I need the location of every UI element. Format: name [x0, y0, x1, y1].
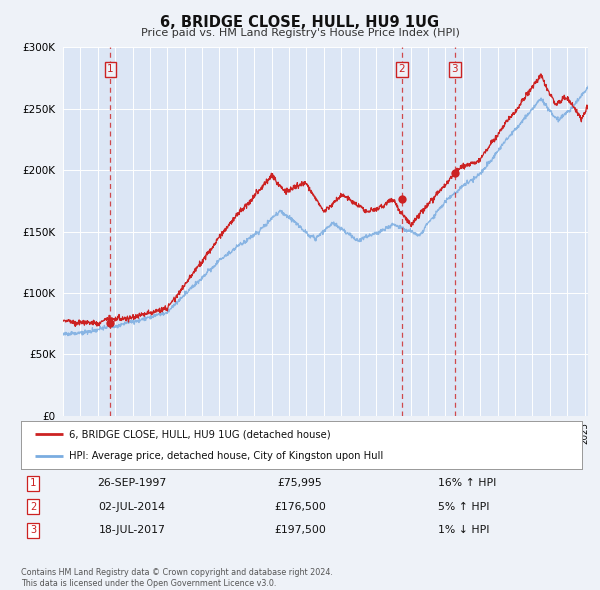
Text: 5% ↑ HPI: 5% ↑ HPI — [438, 502, 490, 512]
Text: 16% ↑ HPI: 16% ↑ HPI — [438, 478, 496, 488]
Text: 1: 1 — [107, 64, 114, 74]
Text: 1% ↓ HPI: 1% ↓ HPI — [438, 526, 490, 535]
Text: 02-JUL-2014: 02-JUL-2014 — [98, 502, 166, 512]
Text: 6, BRIDGE CLOSE, HULL, HU9 1UG: 6, BRIDGE CLOSE, HULL, HU9 1UG — [160, 15, 440, 30]
Text: 2: 2 — [30, 502, 36, 512]
Text: 18-JUL-2017: 18-JUL-2017 — [98, 526, 166, 535]
Text: £75,995: £75,995 — [278, 478, 322, 488]
Text: 1: 1 — [30, 478, 36, 488]
Text: Price paid vs. HM Land Registry's House Price Index (HPI): Price paid vs. HM Land Registry's House … — [140, 28, 460, 38]
Text: 2: 2 — [398, 64, 406, 74]
Text: This data is licensed under the Open Government Licence v3.0.: This data is licensed under the Open Gov… — [21, 579, 277, 588]
Text: HPI: Average price, detached house, City of Kingston upon Hull: HPI: Average price, detached house, City… — [68, 451, 383, 461]
Text: 26-SEP-1997: 26-SEP-1997 — [97, 478, 167, 488]
Text: 3: 3 — [30, 526, 36, 535]
Text: £197,500: £197,500 — [274, 526, 326, 535]
Text: 6, BRIDGE CLOSE, HULL, HU9 1UG (detached house): 6, BRIDGE CLOSE, HULL, HU9 1UG (detached… — [68, 429, 331, 439]
Text: Contains HM Land Registry data © Crown copyright and database right 2024.: Contains HM Land Registry data © Crown c… — [21, 568, 333, 576]
Text: 3: 3 — [452, 64, 458, 74]
Text: £176,500: £176,500 — [274, 502, 326, 512]
